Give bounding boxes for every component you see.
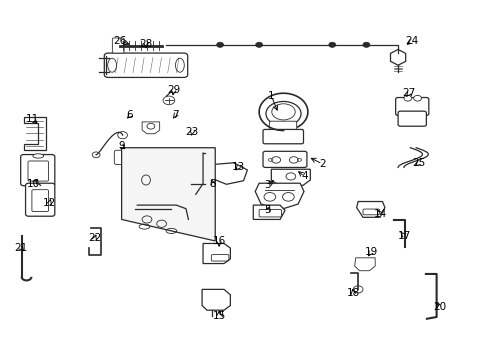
FancyBboxPatch shape	[263, 130, 303, 144]
Text: 1: 1	[267, 91, 274, 101]
Circle shape	[352, 286, 362, 293]
Text: 22: 22	[88, 233, 101, 243]
Polygon shape	[354, 258, 374, 271]
Text: 20: 20	[432, 302, 445, 312]
Text: 21: 21	[15, 243, 28, 253]
Polygon shape	[23, 117, 45, 149]
Text: 25: 25	[411, 158, 425, 168]
Polygon shape	[253, 205, 285, 220]
Text: 12: 12	[43, 198, 56, 208]
Text: 27: 27	[402, 88, 415, 98]
Text: 18: 18	[346, 288, 359, 298]
Polygon shape	[122, 148, 215, 241]
Text: 4: 4	[301, 171, 307, 181]
FancyBboxPatch shape	[25, 183, 55, 216]
Polygon shape	[202, 289, 230, 310]
Polygon shape	[255, 183, 304, 208]
Polygon shape	[142, 122, 159, 134]
Circle shape	[255, 42, 262, 47]
Polygon shape	[190, 162, 218, 178]
Text: 8: 8	[209, 179, 216, 189]
Text: 26: 26	[113, 36, 126, 46]
Circle shape	[216, 42, 223, 47]
Polygon shape	[390, 49, 405, 65]
Circle shape	[413, 95, 421, 101]
Text: 16: 16	[212, 236, 225, 246]
Text: 7: 7	[172, 111, 178, 121]
Text: 9: 9	[118, 141, 124, 151]
FancyBboxPatch shape	[269, 121, 296, 133]
FancyBboxPatch shape	[112, 38, 124, 53]
Text: 15: 15	[212, 311, 225, 321]
FancyBboxPatch shape	[263, 151, 306, 167]
FancyBboxPatch shape	[397, 111, 426, 126]
FancyBboxPatch shape	[114, 150, 148, 165]
Text: 19: 19	[364, 247, 377, 257]
Ellipse shape	[33, 154, 43, 158]
Text: 13: 13	[231, 162, 245, 172]
Polygon shape	[210, 163, 247, 184]
Circle shape	[403, 95, 411, 101]
Text: 5: 5	[264, 206, 271, 216]
Text: 17: 17	[397, 231, 410, 240]
FancyBboxPatch shape	[395, 98, 428, 116]
Text: 10: 10	[27, 179, 41, 189]
Text: 28: 28	[139, 39, 152, 49]
Circle shape	[118, 132, 127, 139]
FancyBboxPatch shape	[104, 53, 187, 77]
Circle shape	[92, 152, 100, 158]
Text: 2: 2	[319, 159, 325, 169]
Text: 24: 24	[404, 36, 418, 46]
Ellipse shape	[265, 102, 301, 126]
Text: 3: 3	[264, 180, 271, 190]
Text: 23: 23	[185, 127, 199, 136]
Text: 29: 29	[167, 85, 180, 95]
Circle shape	[362, 42, 369, 47]
Text: 6: 6	[126, 111, 133, 121]
Text: 11: 11	[26, 114, 39, 124]
Polygon shape	[203, 243, 230, 264]
Polygon shape	[271, 169, 310, 185]
Circle shape	[328, 42, 335, 47]
Text: 14: 14	[373, 209, 386, 219]
Circle shape	[163, 96, 174, 105]
FancyBboxPatch shape	[20, 154, 55, 186]
Polygon shape	[356, 202, 384, 217]
